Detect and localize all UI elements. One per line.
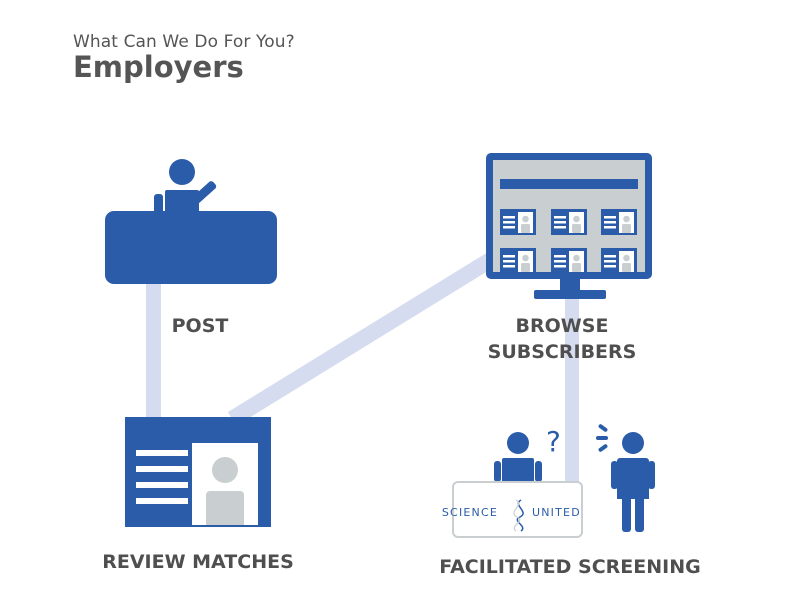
profile-card-icon bbox=[125, 417, 271, 527]
page-subtitle: What Can We Do For You? bbox=[73, 32, 295, 52]
question-mark-icon: ? bbox=[546, 425, 561, 458]
mini-profile-card bbox=[551, 209, 587, 235]
step-label-browse-line2: SUBSCRIBERS bbox=[487, 341, 637, 363]
page-title: Employers bbox=[73, 50, 244, 84]
mini-profile-card bbox=[601, 248, 637, 274]
mini-profile-card bbox=[601, 209, 637, 235]
step-label-browse-line1: BROWSE bbox=[515, 315, 609, 337]
mini-profile-cards bbox=[500, 209, 637, 274]
logo-text-right: UNITED bbox=[532, 506, 581, 519]
connector-post-to-review bbox=[146, 280, 161, 420]
connectors bbox=[146, 252, 579, 490]
connector-review-to-browse bbox=[228, 252, 496, 426]
logo-text-left: SCIENCE bbox=[442, 506, 498, 519]
question-person-icon: ? bbox=[494, 425, 561, 482]
step-label-browse: BROWSE SUBSCRIBERS bbox=[462, 313, 662, 365]
step-label-post: POST bbox=[171, 315, 229, 337]
science-united-logo: SCIENCE UNITED bbox=[442, 481, 583, 538]
monitor-grid-icon bbox=[486, 153, 652, 299]
alert-person-icon bbox=[596, 424, 655, 532]
step-label-screening: FACILITATED SCREENING bbox=[439, 556, 701, 578]
mini-profile-card bbox=[551, 248, 587, 274]
step-label-review: REVIEW MATCHES bbox=[102, 551, 294, 573]
presenter-at-podium-icon bbox=[105, 159, 277, 284]
mini-profile-card bbox=[500, 209, 536, 235]
connector-browse-to-screening bbox=[565, 298, 579, 490]
mini-profile-card bbox=[500, 248, 536, 274]
